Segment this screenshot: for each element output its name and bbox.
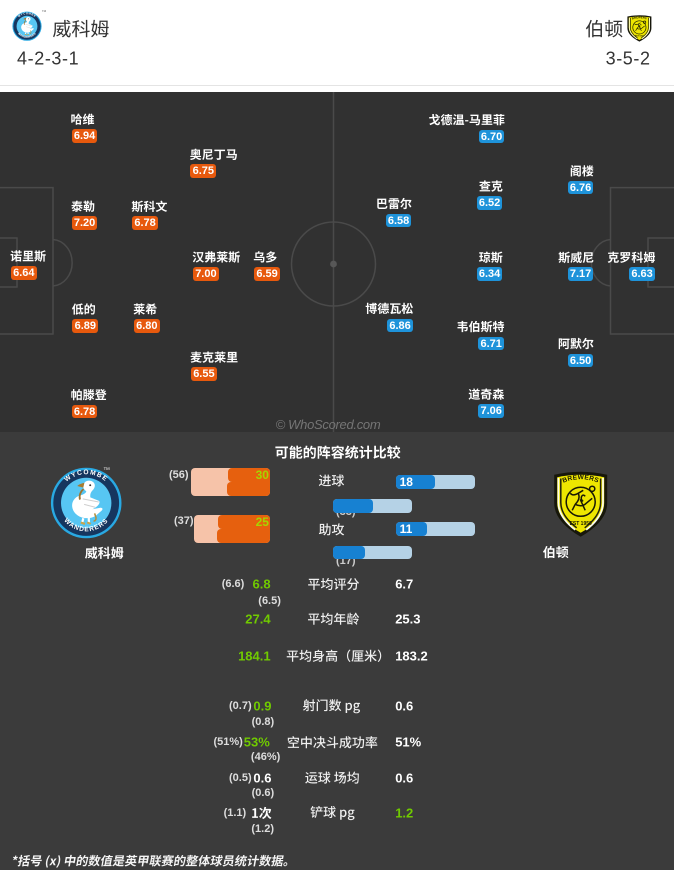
svg-text:EST 1950: EST 1950 [635, 36, 645, 38]
svg-text:BREWERS: BREWERS [631, 15, 647, 20]
svg-text:™: ™ [103, 467, 110, 474]
svg-text:™: ™ [42, 10, 47, 16]
svg-text:EST 1950: EST 1950 [570, 521, 592, 527]
svg-text:BREWERS: BREWERS [562, 474, 600, 485]
svg-text:© WhoScored.com: © WhoScored.com [276, 417, 381, 432]
svg-text:WYCOMBE: WYCOMBE [17, 11, 37, 18]
